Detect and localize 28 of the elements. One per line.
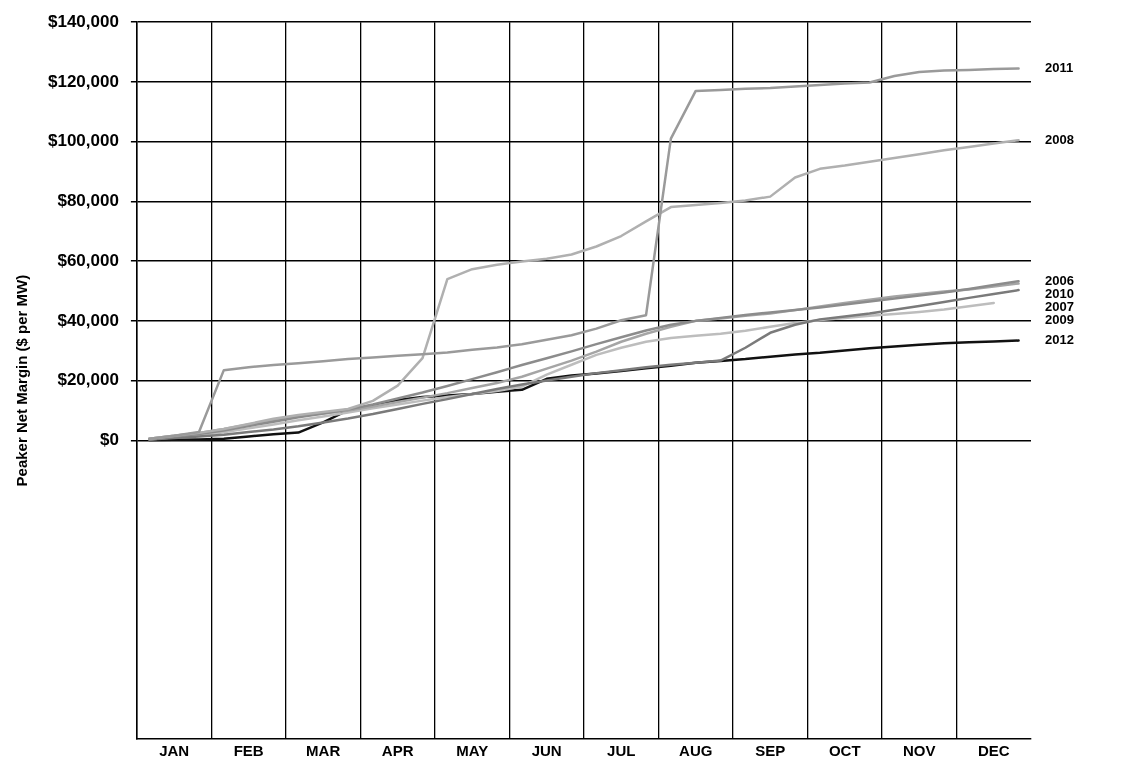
text: 2006: [1045, 272, 1074, 288]
text: 2010: [1045, 285, 1074, 301]
x-tick-label: FEB: [233, 742, 264, 760]
y-tick-label: $60,000: [57, 250, 119, 270]
text: 2009: [1045, 311, 1074, 327]
x-tick-label: JUN: [531, 742, 562, 760]
x-tick-label: OCT: [828, 742, 861, 760]
y-tick-label: $40,000: [57, 310, 119, 330]
y-tick-label: $140,000: [48, 11, 119, 31]
text: 2008: [1045, 131, 1074, 147]
text: 2012: [1045, 332, 1074, 348]
x-tick-label: MAY: [456, 742, 489, 760]
y-tick-label: $0: [99, 430, 119, 450]
text: 2007: [1045, 298, 1074, 314]
y-tick-label: $100,000: [48, 131, 119, 151]
x-tick-label: MAR: [306, 742, 341, 760]
x-tick-label: NOV: [902, 742, 936, 760]
text: 2011: [1045, 60, 1074, 76]
x-tick-label: DEC: [977, 742, 1010, 760]
x-tick-label: JAN: [159, 742, 190, 760]
x-tick-label: APR: [381, 742, 414, 760]
x-tick-label: AUG: [679, 742, 713, 760]
x-tick-label: JUL: [607, 742, 636, 760]
x-tick-label: SEP: [755, 742, 786, 760]
y-tick-label: $120,000: [48, 71, 119, 91]
y-tick-label: $80,000: [57, 191, 119, 211]
y-tick-label: $20,000: [57, 370, 119, 390]
y-axis-title: Peaker Net Margin ($ per MW): [13, 274, 31, 487]
